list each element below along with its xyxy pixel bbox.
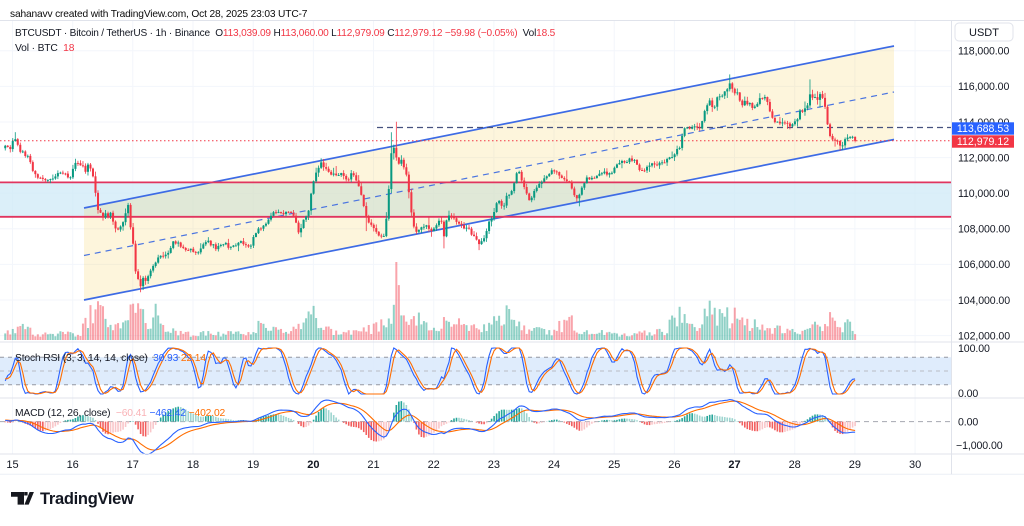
svg-text:18: 18	[187, 459, 199, 471]
svg-text:112,979.12: 112,979.12	[957, 136, 1009, 148]
svg-text:104,000.00: 104,000.00	[958, 295, 1010, 307]
svg-text:22: 22	[428, 459, 440, 471]
svg-text:19: 19	[247, 459, 259, 471]
svg-text:102,000.00: 102,000.00	[958, 330, 1010, 342]
svg-text:BTCUSDT · Bitcoin / TetherUS ·: BTCUSDT · Bitcoin / TetherUS · 1h · Bina…	[15, 28, 556, 39]
svg-text:0.00: 0.00	[958, 388, 978, 400]
svg-text:sahanavv created with TradingV: sahanavv created with TradingView.com, O…	[10, 9, 308, 20]
svg-text:30: 30	[909, 459, 921, 471]
svg-text:15: 15	[6, 459, 18, 471]
svg-text:25: 25	[608, 459, 620, 471]
svg-text:Stoch RSI (3, 3, 14, 14, close: Stoch RSI (3, 3, 14, 14, close) 30.93 22…	[15, 353, 206, 364]
svg-text:17: 17	[127, 459, 139, 471]
svg-text:112,000.00: 112,000.00	[958, 152, 1009, 164]
svg-text:24: 24	[548, 459, 560, 471]
svg-text:110,000.00: 110,000.00	[958, 188, 1009, 200]
svg-text:27: 27	[728, 459, 740, 471]
svg-text:USDT: USDT	[969, 27, 999, 39]
svg-text:118,000.00: 118,000.00	[958, 46, 1009, 58]
svg-text:21: 21	[367, 459, 379, 471]
svg-text:23: 23	[488, 459, 500, 471]
svg-text:106,000.00: 106,000.00	[958, 259, 1010, 271]
svg-text:100.00: 100.00	[958, 343, 990, 355]
svg-text:MACD (12, 26, close) −60.41 −: MACD (12, 26, close) −60.41 −462.42 −402…	[15, 408, 226, 419]
svg-text:0.00: 0.00	[958, 416, 978, 428]
svg-text:28: 28	[789, 459, 801, 471]
svg-text:116,000.00: 116,000.00	[958, 81, 1009, 93]
svg-text:113,688.53: 113,688.53	[957, 123, 1009, 135]
svg-text:Vol · BTC 18: Vol · BTC 18	[15, 43, 75, 54]
svg-text:108,000.00: 108,000.00	[958, 224, 1010, 236]
svg-text:16: 16	[67, 459, 79, 471]
svg-text:29: 29	[849, 459, 861, 471]
svg-text:TradingView: TradingView	[40, 490, 134, 508]
svg-text:26: 26	[668, 459, 680, 471]
svg-text:−1,000.00: −1,000.00	[956, 440, 1003, 452]
svg-text:20: 20	[307, 459, 319, 471]
